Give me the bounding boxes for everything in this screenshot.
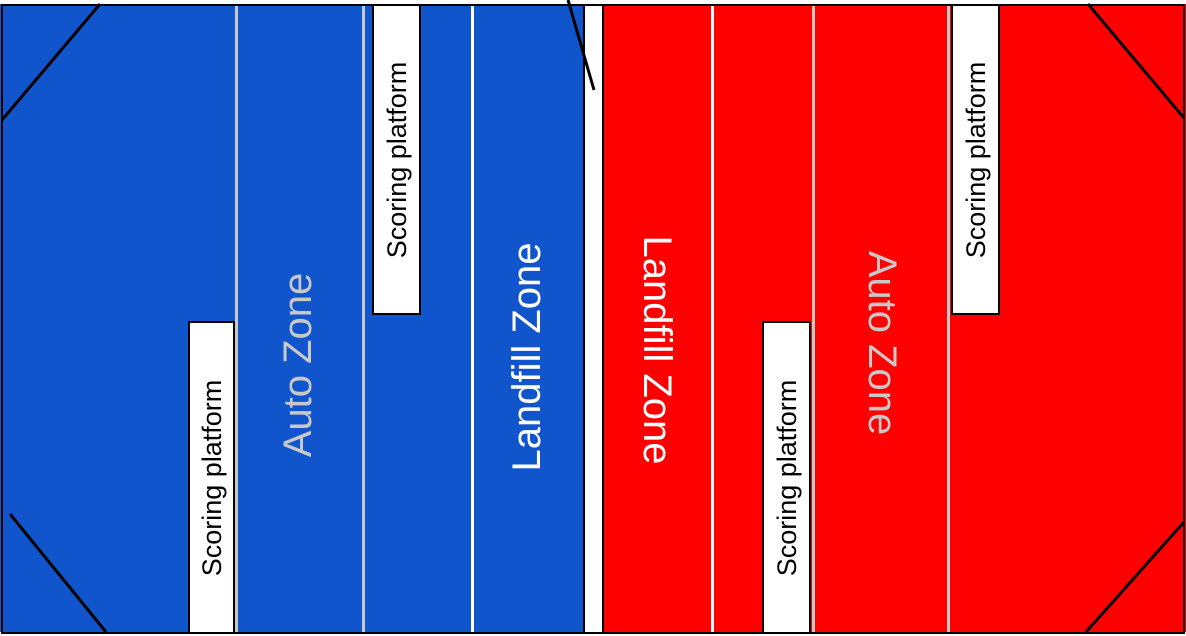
blue-scoring-platform-upper: Scoring platform xyxy=(372,4,421,315)
red-scoring-platform-lower: Scoring platform xyxy=(762,321,811,634)
red-auto-zone-label: Auto Zone xyxy=(860,250,904,436)
red-zone-line-inner xyxy=(812,4,815,632)
red-landfill-zone-label: Landfill Zone xyxy=(635,235,679,465)
red-landfill-zone-line xyxy=(711,4,714,632)
blue-landfill-zone-line xyxy=(471,4,474,632)
blue-landfill-zone-label: Landfill Zone xyxy=(505,242,549,472)
blue-zone-line-inner xyxy=(362,4,365,632)
red-auto-zone-line xyxy=(947,4,950,632)
blue-scoring-platform-lower: Scoring platform xyxy=(188,321,235,634)
blue-scoring-platform-lower-label: Scoring platform xyxy=(196,379,227,576)
red-scoring-platform-lower-label: Scoring platform xyxy=(771,379,802,576)
red-scoring-platform-upper: Scoring platform xyxy=(951,4,1000,315)
blue-auto-zone-line xyxy=(235,4,238,632)
blue-scoring-platform-upper-label: Scoring platform xyxy=(381,61,412,258)
blue-auto-zone-label: Auto Zone xyxy=(276,272,320,458)
red-scoring-platform-upper-label: Scoring platform xyxy=(960,61,991,258)
center-barrier xyxy=(583,4,604,632)
